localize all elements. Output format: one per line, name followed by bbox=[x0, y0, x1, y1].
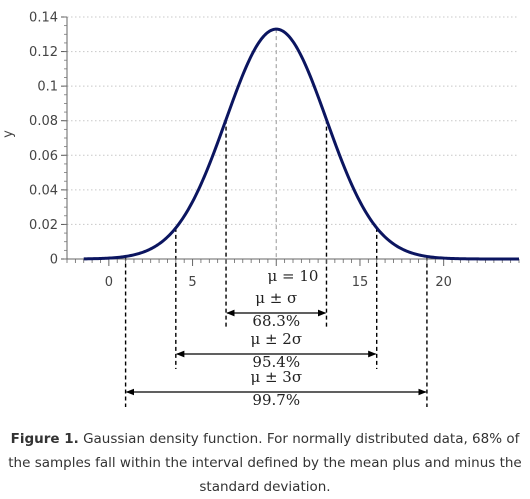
interval-label: μ ± 3σ bbox=[250, 368, 302, 386]
x-tick-label: 5 bbox=[188, 275, 196, 290]
y-tick-label: 0.14 bbox=[29, 11, 58, 26]
interval-drop-lines bbox=[124, 29, 428, 407]
density-curve bbox=[83, 27, 520, 261]
y-tick-label: 0 bbox=[50, 253, 58, 268]
interval-percent: 68.3% bbox=[252, 312, 300, 330]
y-axis-label: y bbox=[1, 130, 16, 138]
x-tick-label: 0 bbox=[105, 275, 113, 290]
gaussian-chart: 0 0.02 0.04 0.06 0.08 0.1 0.12 0.14 0 5 15 20 μ ± σ… bbox=[1, 11, 520, 409]
y-tick-label: 0.08 bbox=[29, 114, 58, 129]
y-tick-label: 0.06 bbox=[29, 149, 58, 164]
y-tick-label: 0.12 bbox=[29, 45, 58, 60]
interval-label: μ ± σ bbox=[255, 289, 297, 307]
x-tick-label: 15 bbox=[352, 275, 369, 290]
interval-label: μ ± 2σ bbox=[250, 330, 302, 348]
y-tick-label: 0.1 bbox=[37, 80, 58, 95]
interval-percent: 95.4% bbox=[252, 353, 300, 371]
axes: 0 0.02 0.04 0.06 0.08 0.1 0.12 0.14 0 5 15 20 bbox=[29, 11, 520, 290]
caption-text: Gaussian density function. For normally … bbox=[8, 431, 522, 495]
y-tick-label: 0.02 bbox=[29, 218, 58, 233]
figure-caption: Figure 1. Gaussian density function. For… bbox=[0, 427, 530, 499]
density-curve-group bbox=[83, 27, 520, 261]
caption-prefix: Figure 1. bbox=[10, 431, 79, 447]
grid-lines bbox=[67, 16, 519, 225]
interval-percent: 99.7% bbox=[252, 391, 300, 409]
x-tick-label: 20 bbox=[435, 275, 452, 290]
interval-annotations: μ ± σ 68.3%μ ± 2σ 95.4%μ ± 3σ 99.7% bbox=[125, 289, 427, 409]
y-tick-label: 0.04 bbox=[29, 183, 58, 198]
mean-label: μ = 10 bbox=[268, 267, 319, 285]
